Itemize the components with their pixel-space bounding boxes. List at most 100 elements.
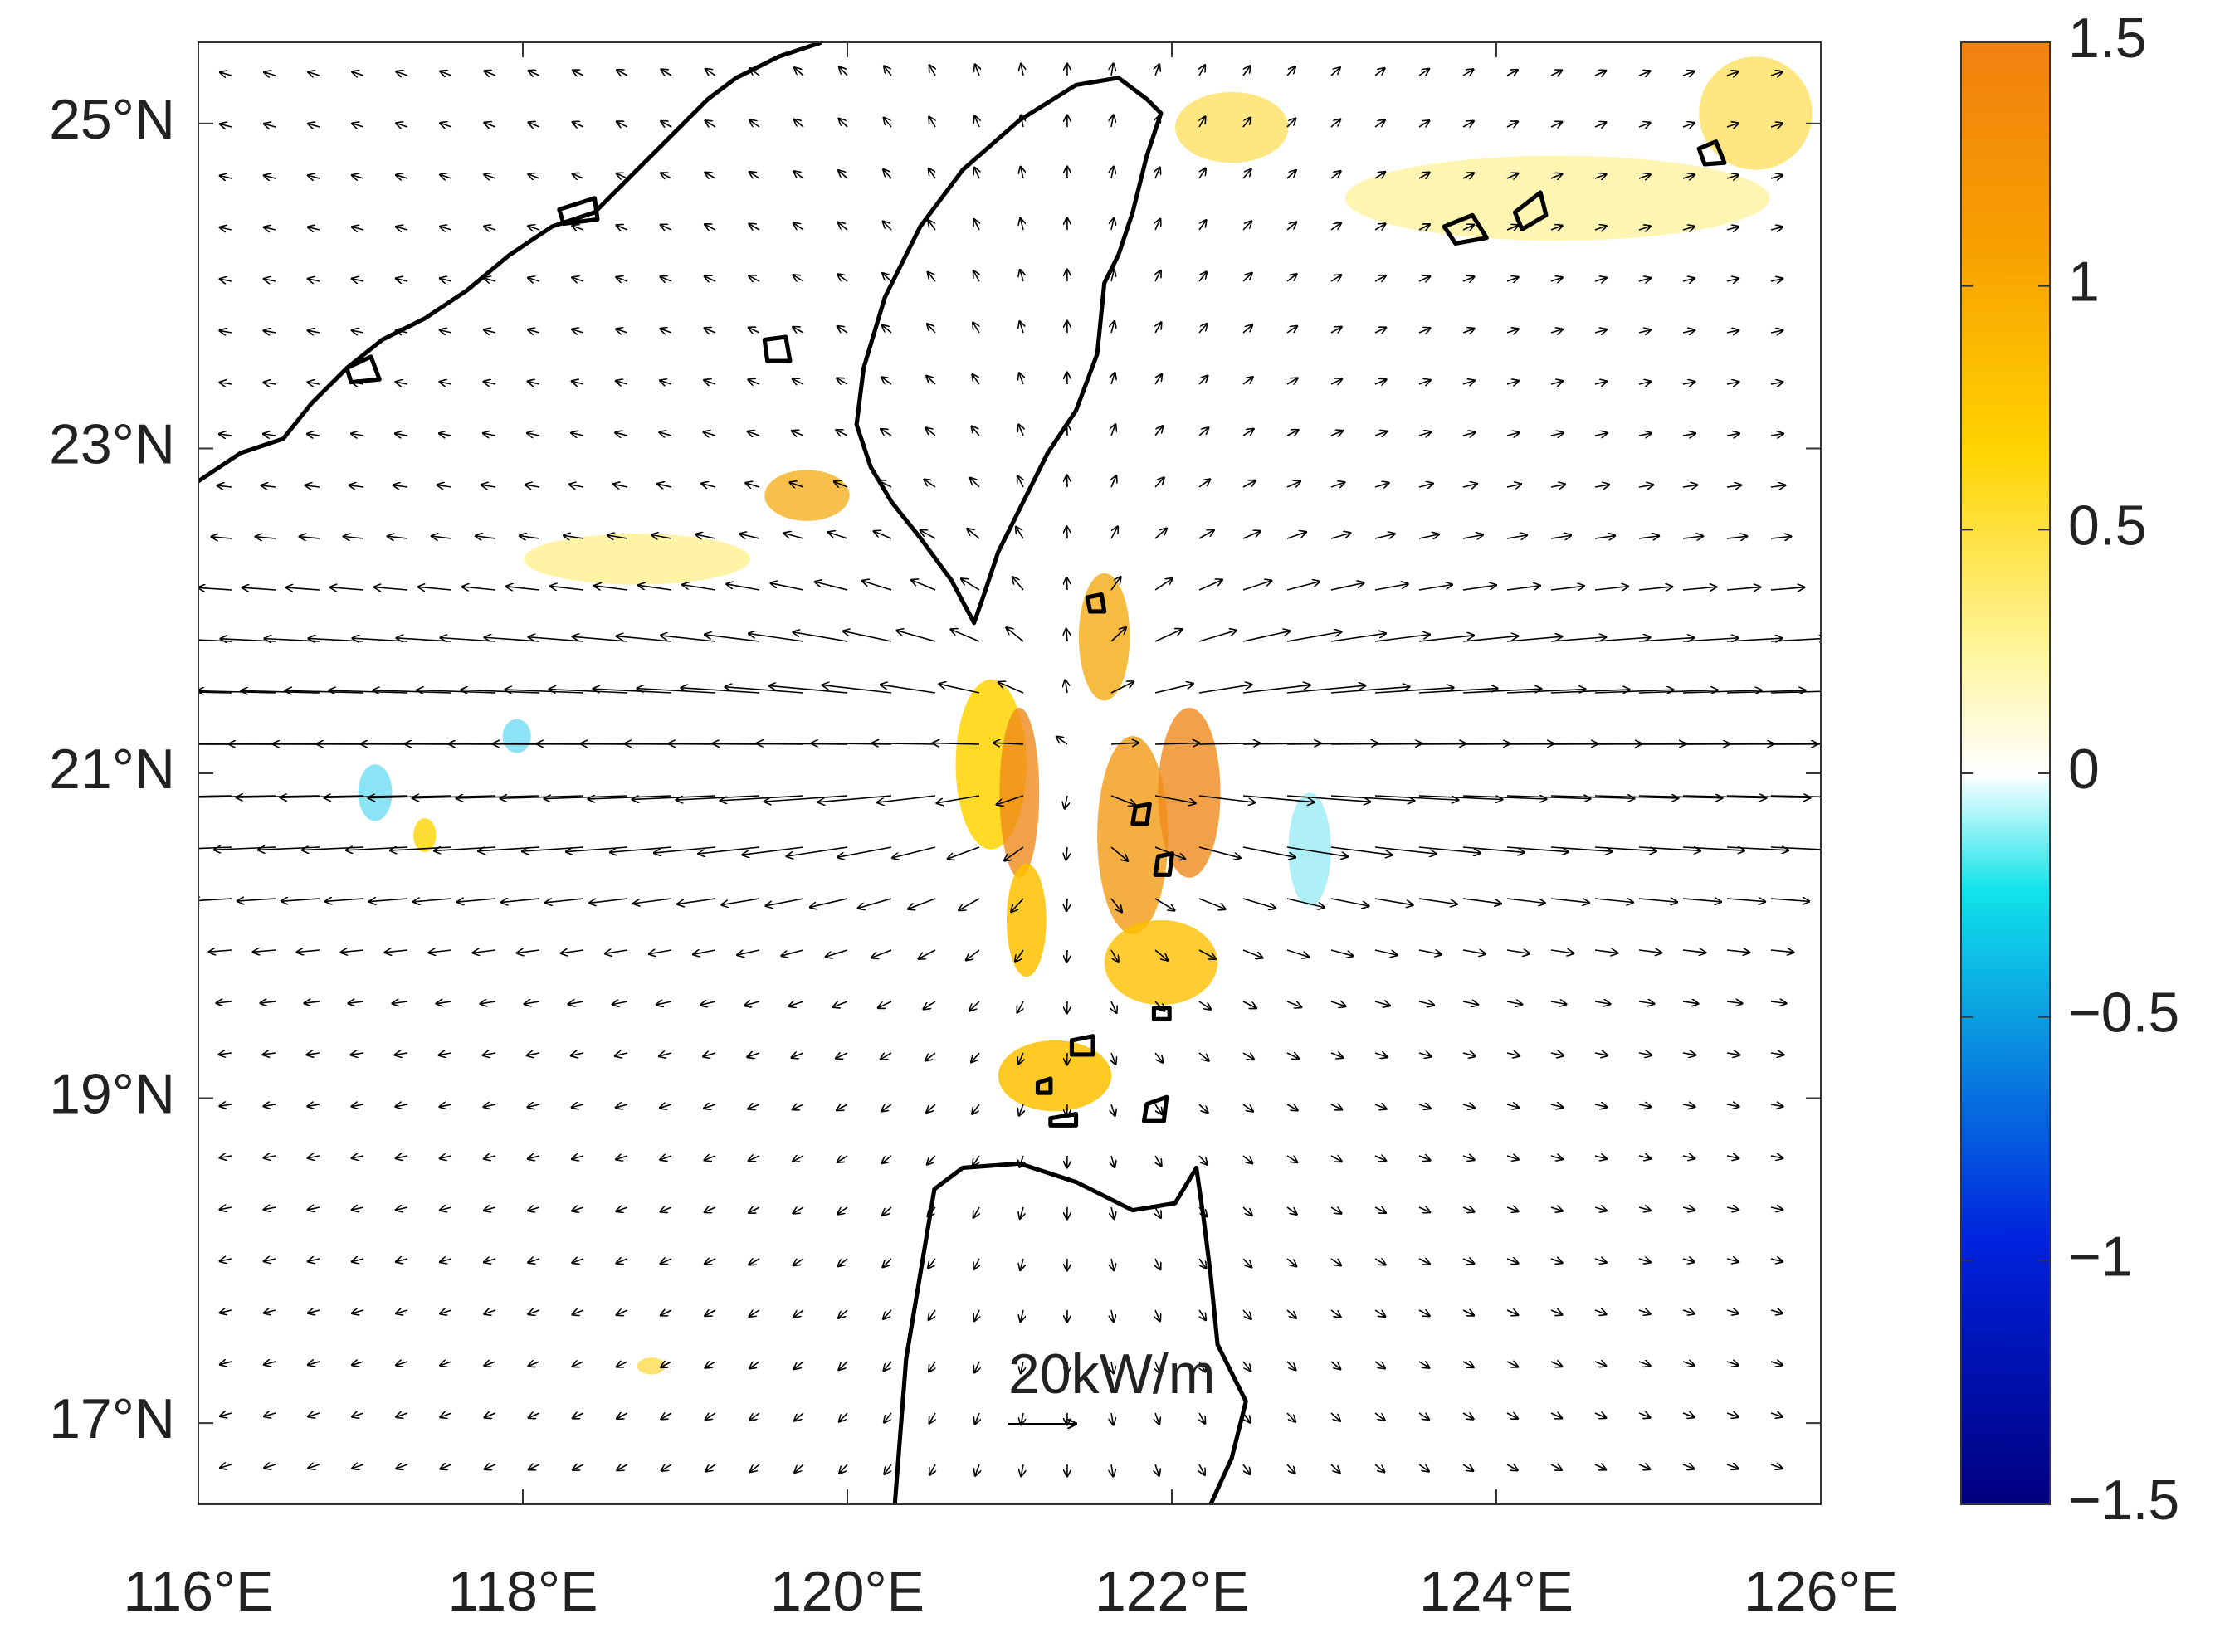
vector xyxy=(929,117,935,128)
vector xyxy=(441,1413,452,1417)
vector xyxy=(1198,1001,1211,1009)
vector xyxy=(795,68,804,76)
vector xyxy=(1330,482,1344,487)
vector xyxy=(617,329,628,333)
vector xyxy=(1594,382,1607,384)
vector xyxy=(1374,846,1436,854)
vector xyxy=(1330,1156,1341,1162)
vector xyxy=(1111,1309,1114,1322)
vector xyxy=(214,847,276,850)
vector xyxy=(818,795,892,802)
vector xyxy=(352,1259,364,1261)
vector xyxy=(1594,637,1650,642)
vector xyxy=(1155,271,1160,282)
vector xyxy=(1638,485,1653,487)
vector xyxy=(660,1053,672,1056)
vector xyxy=(929,66,935,76)
vector xyxy=(749,224,760,230)
vector xyxy=(352,330,364,333)
vector xyxy=(330,587,364,590)
vector xyxy=(1594,1001,1610,1004)
vector xyxy=(412,796,496,798)
vector xyxy=(1286,949,1309,957)
vector xyxy=(476,536,496,538)
y-tick-label: 23°N xyxy=(49,412,175,475)
vector xyxy=(1462,173,1473,178)
vector xyxy=(972,1052,980,1062)
vector xyxy=(484,330,496,333)
vector xyxy=(1594,1362,1606,1366)
vector xyxy=(1020,218,1023,231)
vector xyxy=(264,176,276,178)
vector xyxy=(678,898,716,904)
vector xyxy=(1199,168,1206,179)
vector xyxy=(881,429,892,436)
vector xyxy=(705,380,716,384)
vector xyxy=(617,1464,628,1470)
vector xyxy=(573,1464,584,1469)
vector xyxy=(794,172,804,179)
vector xyxy=(1154,426,1163,436)
vector xyxy=(925,1052,936,1060)
colorbar-tick-label: 0.5 xyxy=(2068,494,2147,557)
vector xyxy=(1242,273,1251,282)
vector xyxy=(838,846,892,857)
vector xyxy=(1638,1207,1650,1211)
vector xyxy=(520,536,540,538)
vector xyxy=(1770,124,1782,127)
vector xyxy=(573,1259,584,1263)
vector xyxy=(750,120,760,128)
vector xyxy=(683,585,716,591)
vector xyxy=(1550,277,1562,281)
vector xyxy=(441,123,452,127)
vector xyxy=(485,1464,496,1469)
vector xyxy=(1154,795,1195,803)
vector xyxy=(616,1104,628,1108)
vector xyxy=(727,584,760,591)
vector xyxy=(309,72,320,76)
vector xyxy=(352,434,364,436)
vector xyxy=(1111,1464,1113,1476)
vector xyxy=(1198,1155,1207,1164)
vector xyxy=(1111,1258,1114,1270)
vector xyxy=(305,1001,320,1003)
vector xyxy=(528,1156,540,1159)
vector xyxy=(573,71,584,76)
vector xyxy=(661,1259,672,1264)
vector xyxy=(1550,690,1629,693)
vector xyxy=(1286,1104,1297,1110)
vector xyxy=(787,846,848,856)
vector xyxy=(974,1258,979,1269)
vector xyxy=(839,1412,848,1421)
vector xyxy=(220,1310,232,1313)
vector xyxy=(396,279,408,281)
vector xyxy=(1021,1412,1023,1425)
vector xyxy=(220,331,232,333)
vector xyxy=(1770,899,1809,901)
vector xyxy=(1374,172,1385,178)
vector xyxy=(588,796,672,799)
vector xyxy=(1199,1361,1205,1372)
vector xyxy=(750,1412,760,1420)
vector xyxy=(881,1052,892,1060)
vector xyxy=(705,1259,716,1264)
vector xyxy=(1726,638,1782,641)
vector xyxy=(573,174,584,178)
vector xyxy=(1550,1310,1562,1314)
vector xyxy=(1682,1413,1694,1417)
vector xyxy=(883,274,892,282)
vector xyxy=(1594,1310,1606,1314)
vector xyxy=(1021,1464,1023,1476)
vector xyxy=(1726,587,1760,590)
vector xyxy=(329,690,408,693)
vector xyxy=(793,1156,804,1162)
vector xyxy=(1110,577,1120,591)
vector xyxy=(617,277,628,281)
vector xyxy=(706,1464,716,1471)
vector xyxy=(308,1156,320,1158)
vector xyxy=(1198,1052,1208,1060)
x-tick-label: 120°E xyxy=(770,1560,925,1623)
vector xyxy=(1330,687,1409,694)
vector xyxy=(484,433,496,436)
vector xyxy=(1770,330,1783,333)
